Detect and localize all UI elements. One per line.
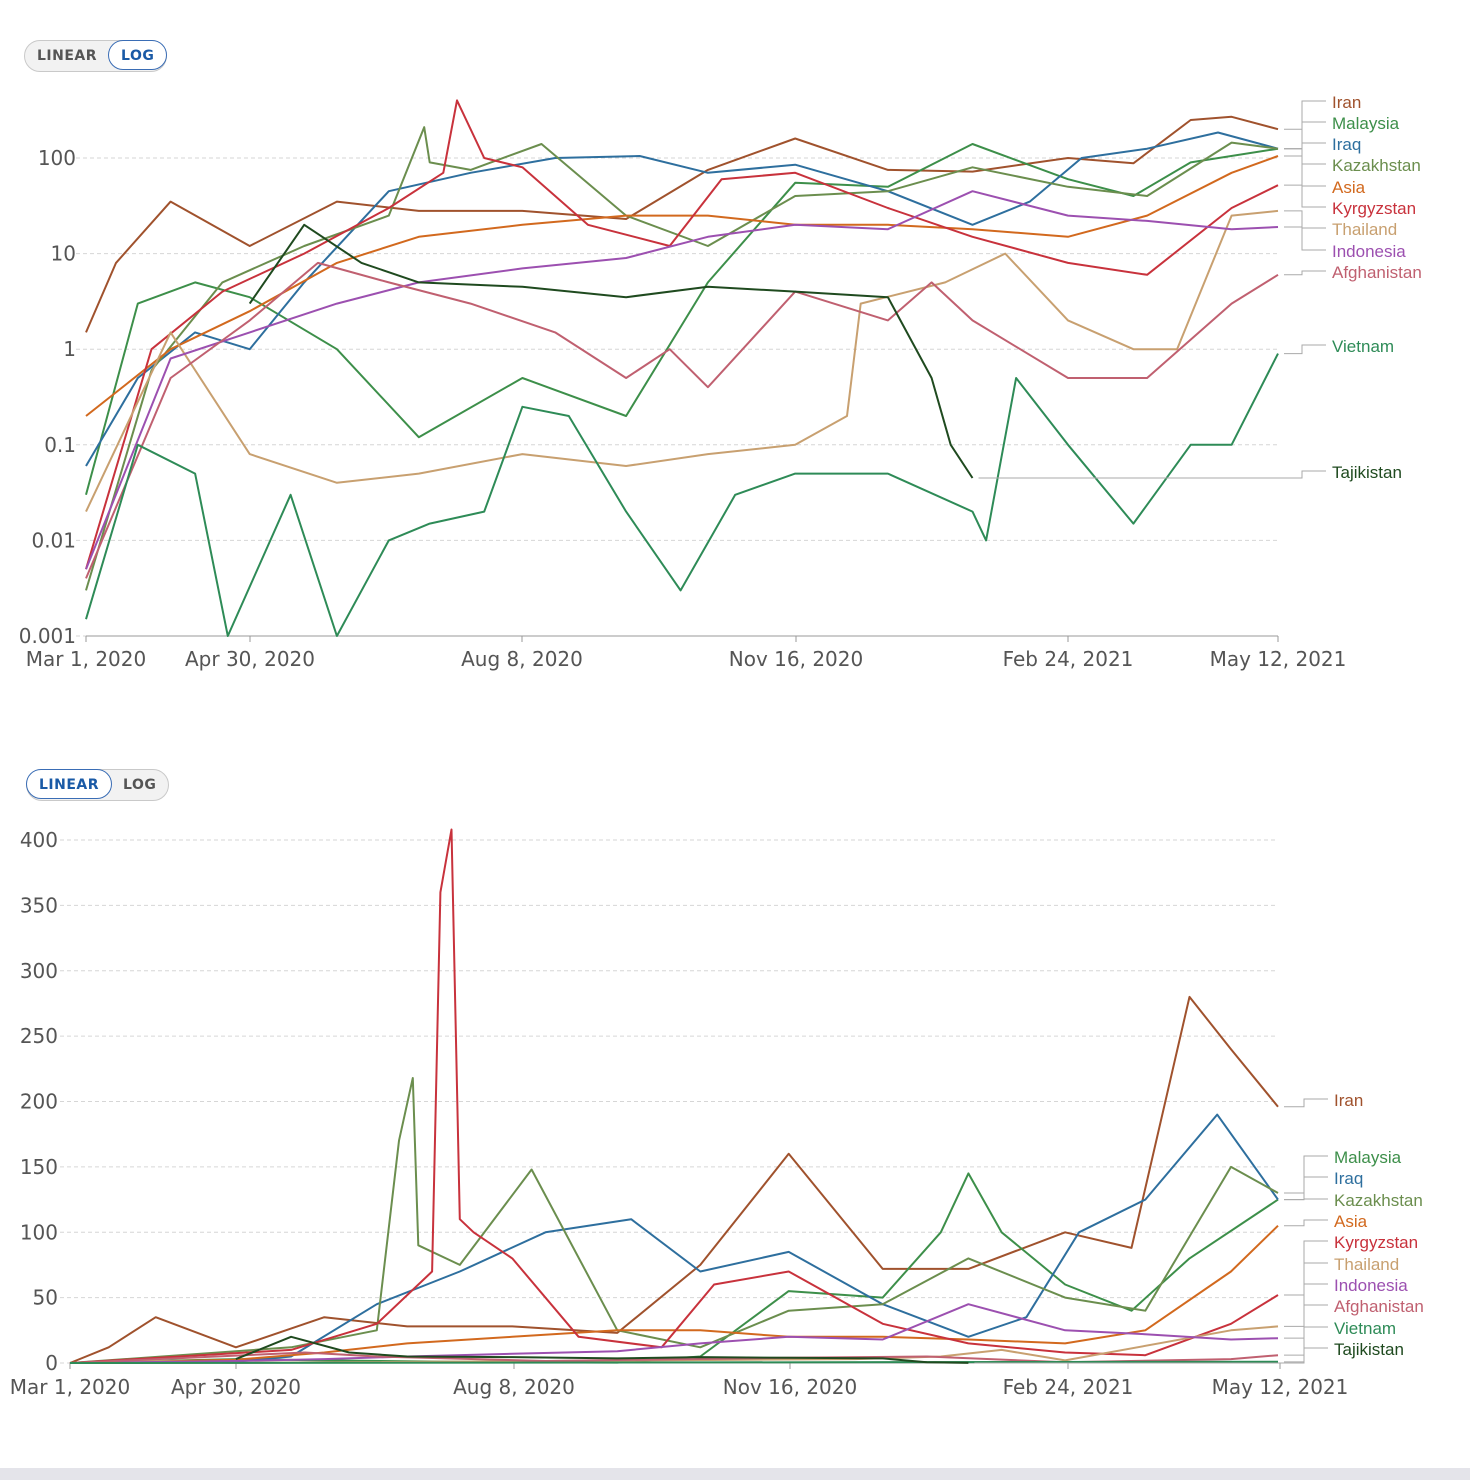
legend-label: Kyrgyzstan	[1334, 1233, 1418, 1252]
legend-leader	[1284, 1326, 1328, 1363]
series-line-iraq	[69, 1113, 1279, 1364]
series-line-vietnam	[85, 353, 1279, 637]
legend-leader	[1284, 100, 1326, 130]
legend-leader	[974, 1347, 1328, 1364]
x-tick-label: Aug 8, 2020	[461, 647, 583, 671]
legend-label: Indonesia	[1332, 242, 1406, 261]
series-line-kazakhstan	[85, 126, 1279, 591]
legend-leader	[1284, 344, 1326, 355]
legend-label: Thailand	[1332, 220, 1397, 239]
legend-label: Vietnam	[1334, 1319, 1396, 1338]
y-tick-label: 10	[51, 242, 76, 266]
legend-label: Iran	[1334, 1091, 1363, 1110]
x-tick-label: Apr 30, 2020	[185, 647, 315, 671]
x-tick-label: May 12, 2021	[1212, 1375, 1349, 1399]
legend-leader	[1284, 1192, 1328, 1200]
legend-label: Asia	[1332, 178, 1366, 197]
y-tick-label: 250	[20, 1024, 58, 1048]
y-tick-label: 100	[38, 146, 76, 170]
legend-leader	[1284, 184, 1326, 208]
log-line-chart: 0.001 0.01 0.1 1 10 100 Mar 1, 2020 Apr 30, 202…	[19, 93, 1422, 671]
legend-leader	[978, 470, 1326, 479]
y-tick-label: 1	[63, 337, 76, 361]
legend-label: Kazakhstan	[1332, 156, 1421, 175]
legend-label: Iraq	[1332, 135, 1361, 154]
legend-label: Malaysia	[1334, 1148, 1402, 1167]
legend-label: Tajikistan	[1332, 463, 1402, 482]
y-tick-label: 400	[20, 828, 58, 852]
legend-leader	[1284, 210, 1326, 229]
y-tick-label: 200	[20, 1090, 58, 1114]
legend-label: Thailand	[1334, 1255, 1399, 1274]
legend-label: Asia	[1334, 1212, 1368, 1231]
x-tick-label: Mar 1, 2020	[10, 1375, 130, 1399]
y-tick-label: 0	[45, 1351, 58, 1375]
series-line-iran	[85, 115, 1279, 333]
legend-leader	[1284, 155, 1326, 187]
series-line-malaysia	[69, 1172, 1279, 1364]
series-line-vietnam	[69, 1360, 1279, 1364]
legend-label: Kazakhstan	[1334, 1191, 1423, 1210]
series-line-thailand	[85, 209, 1279, 513]
bottom-scrollbar-track	[0, 1468, 1470, 1480]
series-line-kazakhstan	[69, 1077, 1279, 1364]
y-tick-label: 0.001	[19, 624, 76, 648]
x-tick-label: Feb 24, 2021	[1003, 1375, 1134, 1399]
legend-label: Malaysia	[1332, 114, 1400, 133]
legend-leader	[1284, 1098, 1328, 1108]
x-tick-label: Mar 1, 2020	[26, 647, 146, 671]
scale-toggle-top: LINEAR LOG	[24, 40, 168, 72]
legend-label: Tajikistan	[1334, 1340, 1404, 1359]
series-line-indonesia	[69, 1303, 1279, 1364]
legend-leader	[1284, 270, 1326, 276]
y-tick-label: 150	[20, 1155, 58, 1179]
scale-toggle-bottom: LINEAR LOG	[26, 769, 170, 801]
y-tick-label: 50	[33, 1286, 58, 1310]
series-line-tajikistan	[235, 1335, 969, 1364]
legend-leader	[1284, 1176, 1328, 1201]
gridlines	[60, 839, 1278, 1364]
series-line-afghanistan	[85, 261, 1279, 579]
series-line-indonesia	[85, 190, 1279, 570]
legend-leader	[1284, 1283, 1328, 1339]
series-line-tajikistan	[248, 223, 974, 479]
legend-label: Afghanistan	[1332, 263, 1422, 282]
x-tick-label: Feb 24, 2021	[1003, 647, 1134, 671]
y-tick-label: 350	[20, 893, 58, 917]
legend-label: Vietnam	[1332, 337, 1394, 356]
legend-label: Indonesia	[1334, 1276, 1408, 1295]
x-tick-label: Nov 16, 2020	[729, 647, 863, 671]
series-line-kyrgyzstan	[69, 828, 1279, 1364]
legend-leader	[1284, 226, 1326, 251]
legend-label: Iran	[1332, 93, 1361, 112]
x-tick-label: Aug 8, 2020	[453, 1375, 575, 1399]
x-tick-label: Nov 16, 2020	[723, 1375, 857, 1399]
series-line-iran	[69, 995, 1279, 1364]
legend-label: Afghanistan	[1334, 1297, 1424, 1316]
y-tick-label: 300	[20, 959, 58, 983]
linear-scale-button[interactable]: LINEAR	[26, 769, 113, 799]
log-scale-button[interactable]: LOG	[111, 770, 168, 800]
series-line-iraq	[85, 131, 1279, 467]
legend-label: Kyrgyzstan	[1332, 199, 1416, 218]
y-tick-label: 0.01	[31, 528, 76, 552]
y-tick-label: 100	[20, 1220, 58, 1244]
legend-label: Iraq	[1334, 1169, 1363, 1188]
series-line-malaysia	[85, 143, 1279, 496]
y-tick-label: 0.1	[44, 433, 76, 457]
series-line-kyrgyzstan	[85, 99, 1279, 570]
legend-leader	[1284, 1240, 1328, 1296]
x-tick-label: May 12, 2021	[1210, 647, 1347, 671]
legend-leader	[1284, 1219, 1328, 1227]
log-scale-button[interactable]: LOG	[108, 40, 168, 70]
x-tick-label: Apr 30, 2020	[171, 1375, 301, 1399]
series-line-asia	[69, 1224, 1279, 1364]
linear-scale-button[interactable]: LINEAR	[25, 41, 109, 71]
